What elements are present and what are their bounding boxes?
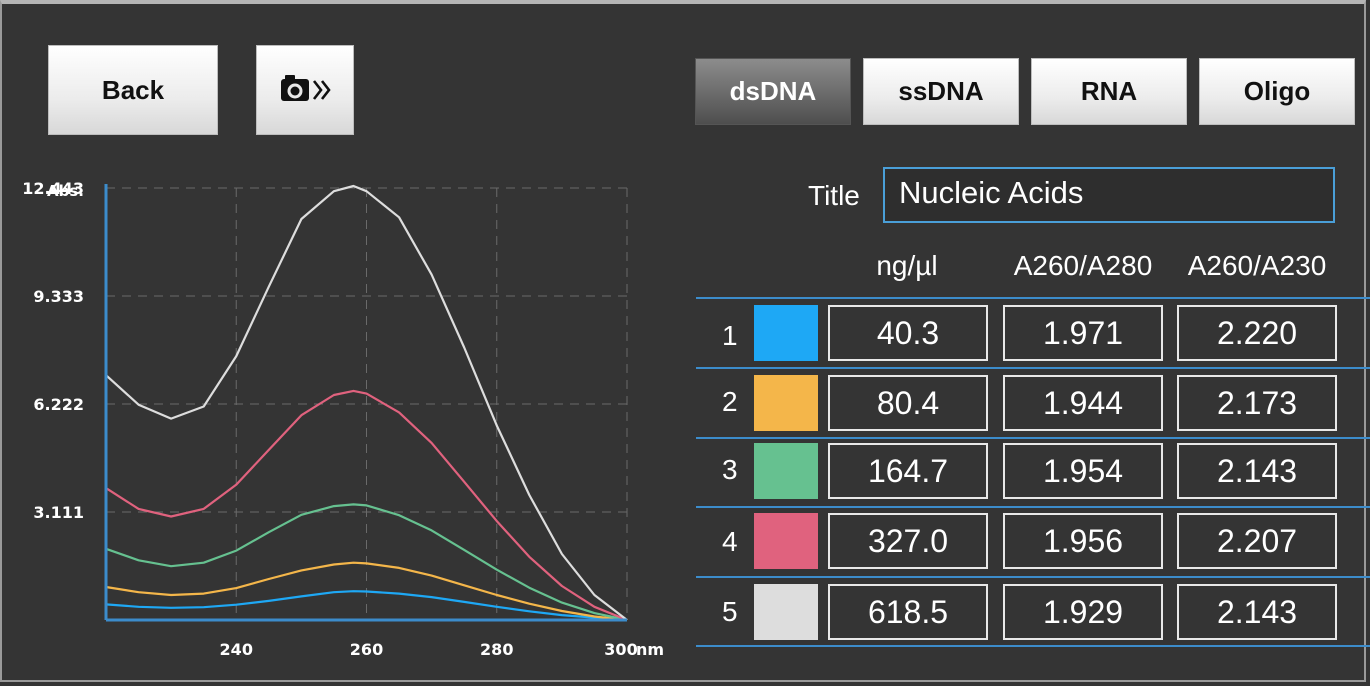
x-tick-label: 240: [220, 640, 253, 659]
concentration-value: 80.4: [828, 375, 988, 431]
a260-a280-value: 1.956: [1003, 513, 1163, 569]
a260-a280-value: 1.929: [1003, 584, 1163, 640]
x-tick-label: 280: [480, 640, 513, 659]
back-button[interactable]: Back: [48, 45, 218, 135]
a260-a230-value: 2.143: [1177, 443, 1337, 499]
series-line-1: [105, 590, 628, 622]
row-color-swatch: [754, 305, 818, 361]
tab-dsdna[interactable]: dsDNA: [695, 58, 851, 125]
a260-a280-value: 1.944: [1003, 375, 1163, 431]
back-button-label: Back: [101, 74, 165, 105]
x-unit-label: nm: [636, 640, 664, 659]
tab-ssdna[interactable]: ssDNA: [863, 58, 1019, 125]
row-color-swatch: [754, 584, 818, 640]
header-a260-a280: A260/A280: [1013, 250, 1153, 281]
camera-icon: [281, 75, 331, 101]
row-number: 3: [722, 454, 738, 485]
concentration-value: 40.3: [828, 305, 988, 361]
table-divider: [696, 297, 1370, 299]
tab-rna-label: RNA: [1080, 76, 1138, 106]
a260-a230-value: 2.143: [1177, 584, 1337, 640]
y-tick-label: 6.222: [33, 395, 84, 414]
a260-a280-value: 1.954: [1003, 443, 1163, 499]
table-divider: [696, 645, 1370, 647]
tab-rna[interactable]: RNA: [1031, 58, 1187, 125]
table-divider: [696, 506, 1370, 508]
tab-ssdna-label: ssDNA: [898, 76, 984, 106]
row-color-swatch: [754, 443, 818, 499]
concentration-value: 164.7: [828, 443, 988, 499]
a260-a230-value: 2.220: [1177, 305, 1337, 361]
chart-axes: [104, 184, 627, 622]
row-number: 5: [722, 596, 738, 627]
header-a260-a230: A260/A230: [1187, 250, 1327, 281]
y-tick-label: 9.333: [33, 287, 84, 306]
series-line-2: [105, 561, 628, 622]
row-color-swatch: [754, 375, 818, 431]
chart-series: [105, 184, 628, 622]
a260-a230-value: 2.207: [1177, 513, 1337, 569]
table-divider: [696, 437, 1370, 439]
y-axis-label: Abs.: [47, 182, 84, 200]
y-tick-label: 12.443: [22, 179, 84, 198]
a260-a230-value: 2.173: [1177, 375, 1337, 431]
y-tick-label: 3.111: [33, 503, 84, 522]
series-line-3: [105, 503, 628, 622]
concentration-value: 618.5: [828, 584, 988, 640]
title-label: Title: [808, 180, 860, 211]
tab-oligo-label: Oligo: [1243, 76, 1311, 106]
tab-dsdna-label: dsDNA: [729, 76, 817, 106]
tab-oligo[interactable]: Oligo: [1199, 58, 1355, 125]
series-line-4: [105, 389, 628, 622]
title-input[interactable]: Nucleic Acids: [883, 167, 1335, 223]
a260-a280-value: 1.971: [1003, 305, 1163, 361]
series-line-5: [105, 184, 628, 621]
screenshot-button[interactable]: [256, 45, 354, 135]
row-number: 4: [722, 526, 738, 557]
chart-grid: [106, 187, 628, 620]
table-divider: [696, 576, 1370, 578]
row-number: 1: [722, 320, 738, 351]
double-chevron-right-icon: [312, 80, 331, 100]
concentration-value: 327.0: [828, 513, 988, 569]
x-tick-label: 300: [604, 640, 637, 659]
x-tick-label: 260: [350, 640, 383, 659]
row-color-swatch: [754, 513, 818, 569]
table-divider: [696, 367, 1370, 369]
row-number: 2: [722, 386, 738, 417]
header-concentration: ng/µl: [876, 250, 938, 281]
